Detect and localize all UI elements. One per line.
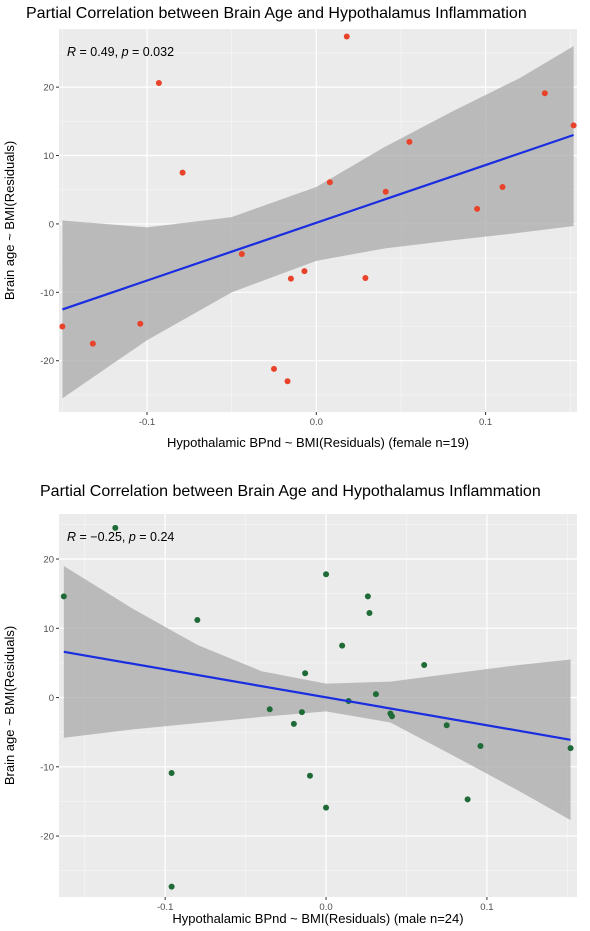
chart-title: Partial Correlation between Brain Age an… (40, 483, 541, 500)
y-tick-label: -10 (40, 762, 54, 773)
y-tick-label: -20 (40, 832, 54, 843)
y-axis-label: Brain age ~ BMI(Residuals) (2, 626, 17, 785)
data-point (541, 90, 548, 97)
r-symbol: R (67, 45, 76, 59)
data-point (301, 268, 308, 275)
x-tick-label: 0.0 (319, 902, 332, 913)
data-point (362, 274, 369, 281)
data-points (60, 524, 574, 890)
data-points (59, 33, 577, 385)
data-point (137, 320, 144, 327)
data-point (89, 340, 96, 347)
data-point (284, 378, 291, 385)
data-point (477, 743, 484, 750)
data-point (499, 183, 506, 190)
r-value: = −0.25, (76, 530, 129, 544)
male-scatter-plot: Partial Correlation between Brain Age an… (2, 483, 577, 926)
data-point (570, 122, 577, 129)
correlation-annotation: R = 0.49, p = 0.032 (67, 45, 174, 59)
data-point (474, 205, 481, 212)
x-tick-label: 0.1 (479, 417, 492, 428)
x-tick-label: 0.0 (310, 417, 323, 428)
data-point (179, 169, 186, 176)
y-tick-label: 0 (49, 693, 54, 704)
data-point (155, 80, 162, 87)
y-tick-label: 10 (43, 151, 54, 162)
regression-line (62, 133, 574, 311)
female-correlation-panel: Partial Correlation between Brain Age an… (0, 0, 590, 465)
data-point (421, 661, 428, 668)
x-tick-label: -0.1 (157, 902, 173, 913)
r-symbol: R (67, 530, 76, 544)
p-value: = 0.032 (129, 45, 175, 59)
y-axis-label: Brain age ~ BMI(Residuals) (2, 141, 17, 300)
data-point (382, 188, 389, 195)
female-scatter-plot: Partial Correlation between Brain Age an… (2, 5, 577, 450)
p-symbol: p (121, 45, 129, 59)
data-point (112, 524, 119, 531)
data-point (343, 33, 350, 40)
data-point (372, 691, 379, 698)
confidence-band (63, 565, 571, 821)
data-point (298, 709, 305, 716)
regression-line (63, 650, 571, 741)
y-tick-label: 20 (43, 83, 54, 94)
data-point (168, 770, 175, 777)
data-point (287, 275, 294, 282)
p-value: = 0.24 (136, 530, 175, 544)
data-point (443, 722, 450, 729)
data-point (323, 571, 330, 578)
data-point (389, 713, 395, 720)
data-point (406, 138, 413, 145)
data-point (326, 179, 333, 186)
axis-ticks: -0.1 0.0 0.1 -20 -10 0 10 20 (40, 83, 492, 428)
data-point (306, 772, 313, 779)
data-point (364, 593, 371, 600)
data-point (366, 610, 373, 617)
data-point (168, 883, 175, 890)
data-point (59, 323, 66, 330)
data-point (238, 251, 245, 258)
x-tick-label: 0.1 (480, 902, 493, 913)
correlation-annotation: R = −0.25, p = 0.24 (67, 530, 174, 544)
y-tick-label: 0 (49, 219, 54, 230)
male-correlation-panel: Partial Correlation between Brain Age an… (0, 465, 590, 931)
p-symbol: p (128, 530, 136, 544)
x-tick-label: -0.1 (139, 417, 155, 428)
axis-ticks: -0.1 0.0 0.1 -20 -10 0 10 20 (40, 555, 493, 913)
x-axis-label: Hypothalamic BPnd ~ BMI(Residuals) (fema… (167, 435, 469, 450)
minor-gridlines (59, 514, 577, 897)
y-tick-label: -10 (40, 288, 54, 299)
major-gridlines (59, 29, 577, 412)
data-point (290, 720, 297, 727)
chart-title: Partial Correlation between Brain Age an… (26, 5, 527, 22)
r-value: = 0.49, (76, 45, 122, 59)
y-tick-label: 20 (43, 555, 54, 566)
y-tick-label: -20 (40, 356, 54, 367)
data-point (60, 593, 67, 600)
data-point (323, 804, 330, 811)
data-point (567, 745, 574, 752)
data-point (339, 642, 346, 649)
data-point (266, 706, 273, 713)
data-point (270, 365, 277, 372)
data-point (194, 616, 201, 623)
x-axis-label: Hypothalamic BPnd ~ BMI(Residuals) (male… (172, 911, 463, 926)
data-point (302, 670, 309, 677)
y-tick-label: 10 (43, 624, 54, 635)
data-point (464, 796, 471, 803)
